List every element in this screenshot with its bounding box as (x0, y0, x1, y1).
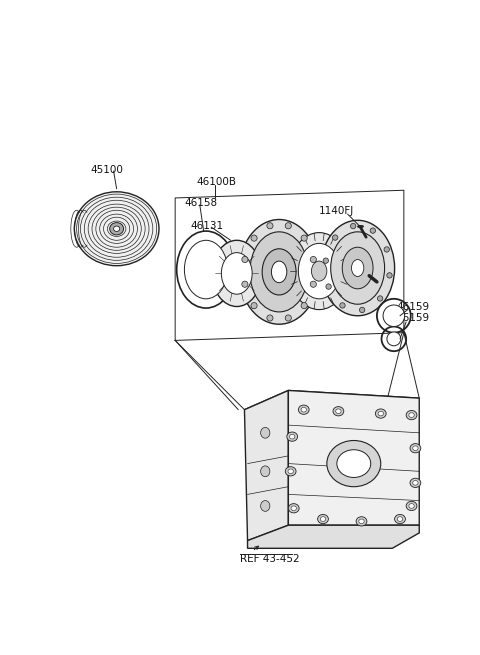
Ellipse shape (336, 409, 341, 413)
Ellipse shape (221, 253, 252, 294)
Ellipse shape (340, 303, 345, 308)
Ellipse shape (409, 504, 414, 508)
Ellipse shape (409, 413, 414, 417)
Ellipse shape (242, 281, 248, 288)
Ellipse shape (320, 517, 326, 521)
Ellipse shape (370, 228, 375, 233)
Ellipse shape (285, 466, 296, 476)
Ellipse shape (74, 192, 159, 266)
Ellipse shape (333, 407, 344, 416)
Ellipse shape (378, 411, 384, 416)
Ellipse shape (375, 409, 386, 418)
Ellipse shape (301, 407, 306, 412)
Ellipse shape (290, 233, 348, 310)
Ellipse shape (299, 405, 309, 415)
Ellipse shape (250, 232, 308, 312)
Ellipse shape (271, 261, 287, 283)
Polygon shape (244, 390, 288, 540)
Ellipse shape (321, 220, 395, 316)
Text: 46158: 46158 (184, 198, 217, 208)
Ellipse shape (267, 223, 273, 229)
Ellipse shape (337, 450, 371, 477)
Ellipse shape (406, 411, 417, 420)
Ellipse shape (310, 281, 316, 288)
Polygon shape (244, 390, 419, 417)
Polygon shape (288, 390, 419, 525)
Ellipse shape (239, 219, 319, 324)
Ellipse shape (384, 247, 389, 252)
Ellipse shape (242, 257, 248, 263)
Ellipse shape (287, 432, 298, 441)
Ellipse shape (406, 501, 417, 510)
Ellipse shape (387, 272, 392, 278)
Ellipse shape (397, 517, 403, 521)
Ellipse shape (356, 517, 367, 526)
Ellipse shape (267, 315, 273, 321)
Ellipse shape (413, 446, 418, 451)
Ellipse shape (410, 478, 421, 487)
Ellipse shape (312, 261, 327, 281)
Ellipse shape (331, 232, 384, 304)
Ellipse shape (310, 257, 316, 263)
Ellipse shape (261, 466, 270, 477)
Ellipse shape (289, 434, 295, 439)
Ellipse shape (387, 332, 401, 346)
Ellipse shape (212, 240, 262, 307)
Ellipse shape (342, 247, 373, 289)
Ellipse shape (360, 307, 365, 312)
Ellipse shape (301, 235, 307, 241)
Ellipse shape (327, 441, 381, 487)
Ellipse shape (301, 303, 307, 309)
Text: 46159: 46159 (396, 302, 429, 312)
Ellipse shape (318, 514, 328, 523)
Polygon shape (248, 525, 419, 548)
Ellipse shape (359, 519, 364, 523)
Ellipse shape (383, 305, 405, 327)
Ellipse shape (285, 315, 291, 321)
Ellipse shape (184, 240, 228, 299)
Ellipse shape (114, 226, 120, 231)
Text: REF 43-452: REF 43-452 (240, 553, 300, 564)
Ellipse shape (288, 504, 299, 513)
Ellipse shape (261, 500, 270, 512)
Ellipse shape (251, 303, 257, 309)
Text: 45100: 45100 (90, 165, 123, 175)
Ellipse shape (299, 244, 340, 299)
Ellipse shape (326, 284, 331, 290)
Ellipse shape (333, 235, 338, 240)
Ellipse shape (395, 514, 406, 523)
Ellipse shape (413, 481, 418, 485)
Ellipse shape (262, 249, 296, 295)
Text: 1140FJ: 1140FJ (319, 206, 354, 215)
Ellipse shape (251, 235, 257, 241)
Text: 46100B: 46100B (196, 177, 236, 187)
Ellipse shape (110, 223, 123, 235)
Ellipse shape (291, 506, 297, 510)
Ellipse shape (323, 258, 328, 263)
Ellipse shape (350, 223, 356, 229)
Ellipse shape (377, 296, 383, 301)
Text: 46131: 46131 (191, 221, 224, 231)
Ellipse shape (285, 223, 291, 229)
Ellipse shape (351, 259, 364, 276)
Ellipse shape (261, 428, 270, 438)
Text: 46159: 46159 (396, 314, 429, 324)
Ellipse shape (410, 443, 421, 453)
Ellipse shape (288, 469, 293, 474)
